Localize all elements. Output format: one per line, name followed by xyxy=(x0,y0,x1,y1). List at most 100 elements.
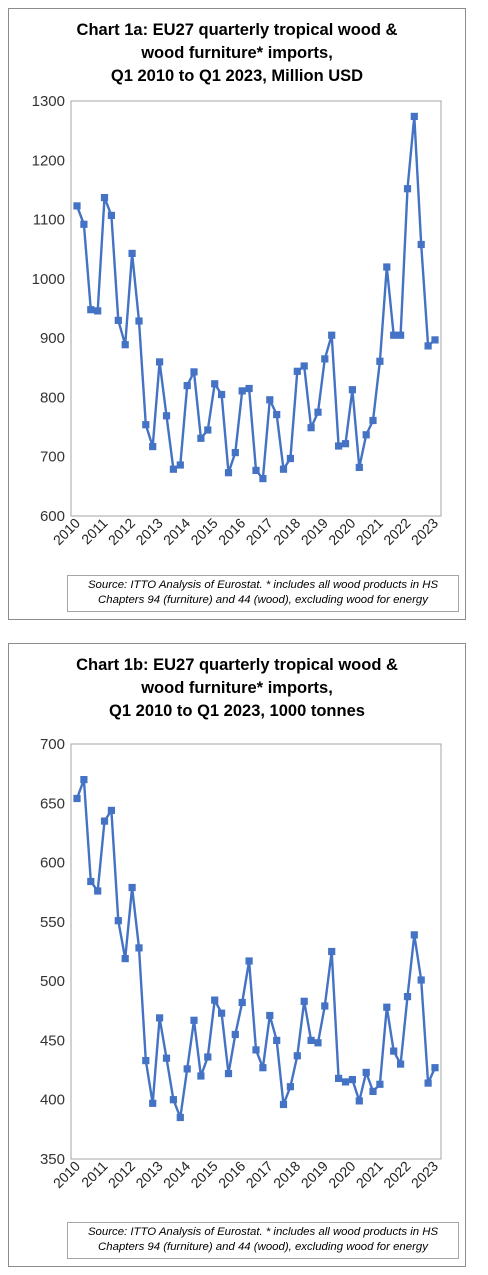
x-tick-label: 2011 xyxy=(78,515,111,548)
chart-title-line: wood furniture* imports, xyxy=(141,44,333,62)
data-point xyxy=(286,454,294,463)
data-point xyxy=(197,434,205,442)
series-line xyxy=(75,778,437,1119)
data-point xyxy=(259,1064,267,1072)
data-point xyxy=(321,355,329,363)
data-point xyxy=(211,380,219,388)
data-point xyxy=(156,1014,164,1022)
data-point xyxy=(211,996,219,1004)
y-tick-label: 1100 xyxy=(33,212,65,229)
data-point xyxy=(390,1047,398,1055)
x-tick-label: 2012 xyxy=(105,1158,138,1191)
data-point xyxy=(142,421,150,429)
data-point xyxy=(107,806,115,814)
x-tick-label: 2016 xyxy=(215,515,248,548)
data-point xyxy=(73,794,81,803)
chart-title: Chart 1b: EU27 quarterly tropical wood &… xyxy=(9,654,465,723)
chart-panel-1a: Chart 1a: EU27 quarterly tropical wood &… xyxy=(8,8,466,620)
data-point xyxy=(417,240,425,249)
series-line xyxy=(75,115,436,480)
data-point xyxy=(397,1060,405,1068)
data-point xyxy=(293,367,301,375)
data-point xyxy=(162,1054,171,1062)
x-tick-label: 2019 xyxy=(298,1158,331,1191)
data-point xyxy=(266,1011,274,1020)
data-point xyxy=(348,1076,356,1084)
x-tick-label: 2012 xyxy=(105,515,138,548)
data-point xyxy=(231,1030,239,1039)
x-tick-label: 2018 xyxy=(270,515,303,548)
x-tick-label: 2017 xyxy=(243,515,276,548)
data-point xyxy=(259,475,267,483)
data-point xyxy=(169,1096,177,1104)
data-point xyxy=(197,1072,205,1080)
x-tick-label: 2015 xyxy=(187,1158,220,1191)
data-point xyxy=(100,817,109,825)
data-point xyxy=(245,957,253,965)
data-point xyxy=(397,331,405,339)
data-point xyxy=(114,917,122,925)
source-note: Source: ITTO Analysis of Eurostat. * inc… xyxy=(67,1222,459,1259)
data-point xyxy=(142,1057,150,1065)
data-point xyxy=(362,1068,370,1076)
chart-title: Chart 1a: EU27 quarterly tropical wood &… xyxy=(9,19,465,88)
data-point xyxy=(156,358,164,366)
data-point xyxy=(169,465,177,473)
x-tick-label: 2017 xyxy=(243,1158,276,1191)
data-point xyxy=(431,1064,439,1072)
chart-title-line: Q1 2010 to Q1 2023, 1000 tonnes xyxy=(109,702,365,720)
data-point xyxy=(183,382,191,390)
data-point xyxy=(431,336,439,344)
x-tick-label: 2020 xyxy=(325,515,358,548)
x-tick-label: 2018 xyxy=(270,1158,303,1191)
y-tick-label: 450 xyxy=(40,1032,65,1049)
data-point xyxy=(355,1097,363,1105)
data-point xyxy=(314,1039,322,1047)
data-point xyxy=(369,416,377,425)
x-tick-label: 2022 xyxy=(380,1158,413,1191)
y-tick-label: 400 xyxy=(40,1092,65,1109)
chart-title-line: Q1 2010 to Q1 2023, Million USD xyxy=(110,67,364,85)
line-chart-tonnes: 3504004505005506006507002010201120122013… xyxy=(40,736,442,1191)
plot-area xyxy=(70,743,442,1160)
data-point xyxy=(266,396,274,404)
line-chart-usd: 6007008009001000110012001300201020112012… xyxy=(32,93,442,548)
data-point xyxy=(183,1065,191,1073)
x-tick-label: 2013 xyxy=(132,1158,165,1191)
x-tick-label: 2020 xyxy=(325,1158,358,1191)
data-point xyxy=(286,1083,294,1091)
data-point xyxy=(314,408,322,416)
data-point xyxy=(252,1046,260,1054)
data-point xyxy=(128,883,136,892)
x-tick-label: 2015 xyxy=(187,515,220,548)
data-point xyxy=(149,1099,157,1107)
data-point xyxy=(73,202,81,210)
y-tick-label: 900 xyxy=(40,330,65,347)
source-line: Source: ITTO Analysis of Eurostat. * inc… xyxy=(87,1226,439,1238)
data-point xyxy=(238,998,246,1007)
data-point xyxy=(224,469,233,477)
y-tick-label: 1200 xyxy=(32,152,65,169)
data-point xyxy=(87,877,95,886)
data-point xyxy=(328,331,336,339)
data-point xyxy=(369,1087,377,1095)
data-point xyxy=(190,368,198,376)
data-point xyxy=(218,390,226,399)
x-tick-label: 2023 xyxy=(408,515,441,548)
data-point xyxy=(300,362,308,370)
data-point xyxy=(252,466,260,474)
source-line: Chapters 94 (furniture) and 44 (wood), e… xyxy=(98,594,428,606)
source-line: Source: ITTO Analysis of Eurostat. * inc… xyxy=(87,579,439,591)
source-line: Chapters 94 (furniture) and 44 (wood), e… xyxy=(98,1241,428,1253)
x-tick-label: 2013 xyxy=(132,515,165,548)
data-point xyxy=(135,944,143,952)
data-point xyxy=(383,263,391,271)
data-point xyxy=(341,1078,350,1086)
data-point xyxy=(335,1074,343,1082)
data-point xyxy=(424,1079,432,1087)
data-point xyxy=(341,440,350,448)
data-point xyxy=(80,776,88,784)
data-point xyxy=(348,386,356,394)
data-point xyxy=(273,1036,281,1044)
data-point xyxy=(417,976,425,984)
